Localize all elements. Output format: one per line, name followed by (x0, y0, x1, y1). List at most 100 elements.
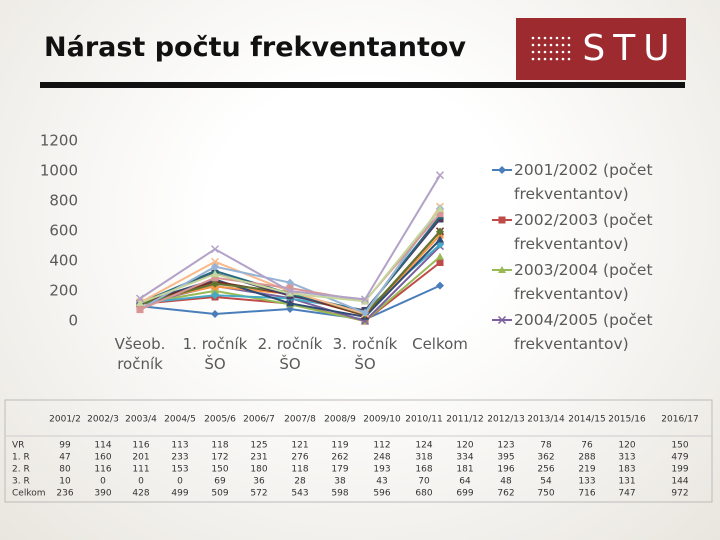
table-cell: 233 (171, 453, 188, 463)
table-header: 2007/8 (284, 415, 316, 425)
table-cell: 256 (537, 465, 554, 475)
table-cell: 70 (418, 477, 430, 487)
table-cell: 390 (94, 489, 111, 499)
point (436, 252, 444, 260)
point (285, 287, 295, 296)
point (436, 235, 444, 243)
legend-label: 2004/2005 (počet frekventantov) (514, 311, 653, 353)
table-cell: 262 (331, 453, 348, 463)
logo-dots (531, 36, 571, 61)
y-tick-label: 0 (68, 312, 78, 330)
y-tick-label: 800 (49, 192, 78, 210)
table-cell: 172 (211, 453, 228, 463)
table-cell: 69 (214, 477, 226, 487)
row-label: 2. R (12, 465, 30, 475)
table-cell: 120 (456, 441, 473, 451)
y-tick-label: 1000 (40, 162, 78, 180)
table-cell: 80 (59, 465, 71, 475)
table-header: 2008/9 (324, 415, 356, 425)
point (436, 204, 444, 212)
table-cell: 747 (618, 489, 635, 499)
y-tick-label: 200 (49, 282, 78, 300)
table-cell: 699 (456, 489, 473, 499)
row-label: Celkom (12, 489, 46, 499)
point (210, 245, 220, 254)
point (136, 299, 144, 306)
table-cell: 183 (618, 465, 635, 475)
point (211, 270, 219, 278)
point (136, 306, 144, 314)
table-cell: 193 (373, 465, 390, 475)
table-cell: 114 (94, 441, 111, 451)
x-tick-label: 1. ročník ŠO (182, 335, 248, 373)
table-cell: 133 (578, 477, 595, 487)
table-cell: 111 (132, 465, 149, 475)
table-header: 2002/3 (87, 415, 119, 425)
point (211, 262, 219, 271)
table-cell: 972 (671, 489, 688, 499)
table-header: 2013/14 (527, 415, 565, 425)
table-cell: 54 (540, 477, 552, 487)
table-cell: 750 (537, 489, 554, 499)
table-cell: 180 (250, 465, 267, 475)
table-cell: 116 (132, 441, 149, 451)
table-header: 2015/16 (608, 415, 646, 425)
table-cell: 38 (334, 477, 346, 487)
table-cell: 113 (171, 441, 188, 451)
table-cell: 762 (497, 489, 514, 499)
table-cell: 116 (94, 465, 111, 475)
legend-marker (498, 216, 506, 224)
table-cell: 196 (497, 465, 514, 475)
point (135, 294, 145, 303)
table-cell: 125 (250, 441, 267, 451)
table-cell: 201 (132, 453, 149, 463)
point (361, 308, 369, 317)
table-cell: 509 (211, 489, 228, 499)
table-cell: 0 (138, 477, 144, 487)
table-cell: 120 (618, 441, 635, 451)
title-rule (40, 82, 685, 88)
table-cell: 118 (291, 465, 308, 475)
x-tick-label: 2. ročník ŠO (257, 335, 323, 373)
point (211, 291, 219, 300)
table-cell: 76 (581, 441, 593, 451)
table-cell: 543 (291, 489, 308, 499)
point (211, 279, 219, 288)
table-cell: 598 (331, 489, 348, 499)
table-cell: 150 (211, 465, 228, 475)
row-label: 3. R (12, 477, 30, 487)
table-header: 2005/6 (204, 415, 236, 425)
table-cell: 313 (618, 453, 635, 463)
table-header: 2003/4 (125, 415, 157, 425)
legend-label: 2003/2004 (počet frekventantov) (514, 261, 653, 303)
legend-label: 2001/2002 (počet frekventantov) (514, 161, 653, 203)
x-tick-label: Celkom (412, 335, 468, 353)
table-cell: 118 (211, 441, 228, 451)
table-cell: 288 (578, 453, 595, 463)
table-cell: 596 (373, 489, 390, 499)
point (435, 171, 445, 180)
point (211, 309, 219, 318)
table-cell: 47 (59, 453, 70, 463)
table-cell: 0 (100, 477, 106, 487)
table-cell: 199 (671, 465, 688, 475)
table-header: 2006/7 (243, 415, 275, 425)
table-cell: 395 (497, 453, 514, 463)
table-cell: 150 (671, 441, 688, 451)
logo-box (516, 18, 686, 80)
table-cell: 428 (132, 489, 149, 499)
table-header: 2001/2 (49, 415, 81, 425)
x-tick-label: 3. ročník ŠO (332, 335, 398, 373)
table-header: 2009/10 (363, 415, 401, 425)
table-cell: 680 (415, 489, 432, 499)
table-cell: 499 (171, 489, 188, 499)
table-cell: 236 (56, 489, 73, 499)
table-header: 2012/13 (487, 415, 524, 425)
point (436, 281, 444, 290)
table-cell: 144 (671, 477, 688, 487)
table-header: 2014/15 (568, 415, 605, 425)
point (211, 286, 219, 294)
legend-marker (497, 315, 507, 325)
table-cell: 160 (94, 453, 111, 463)
